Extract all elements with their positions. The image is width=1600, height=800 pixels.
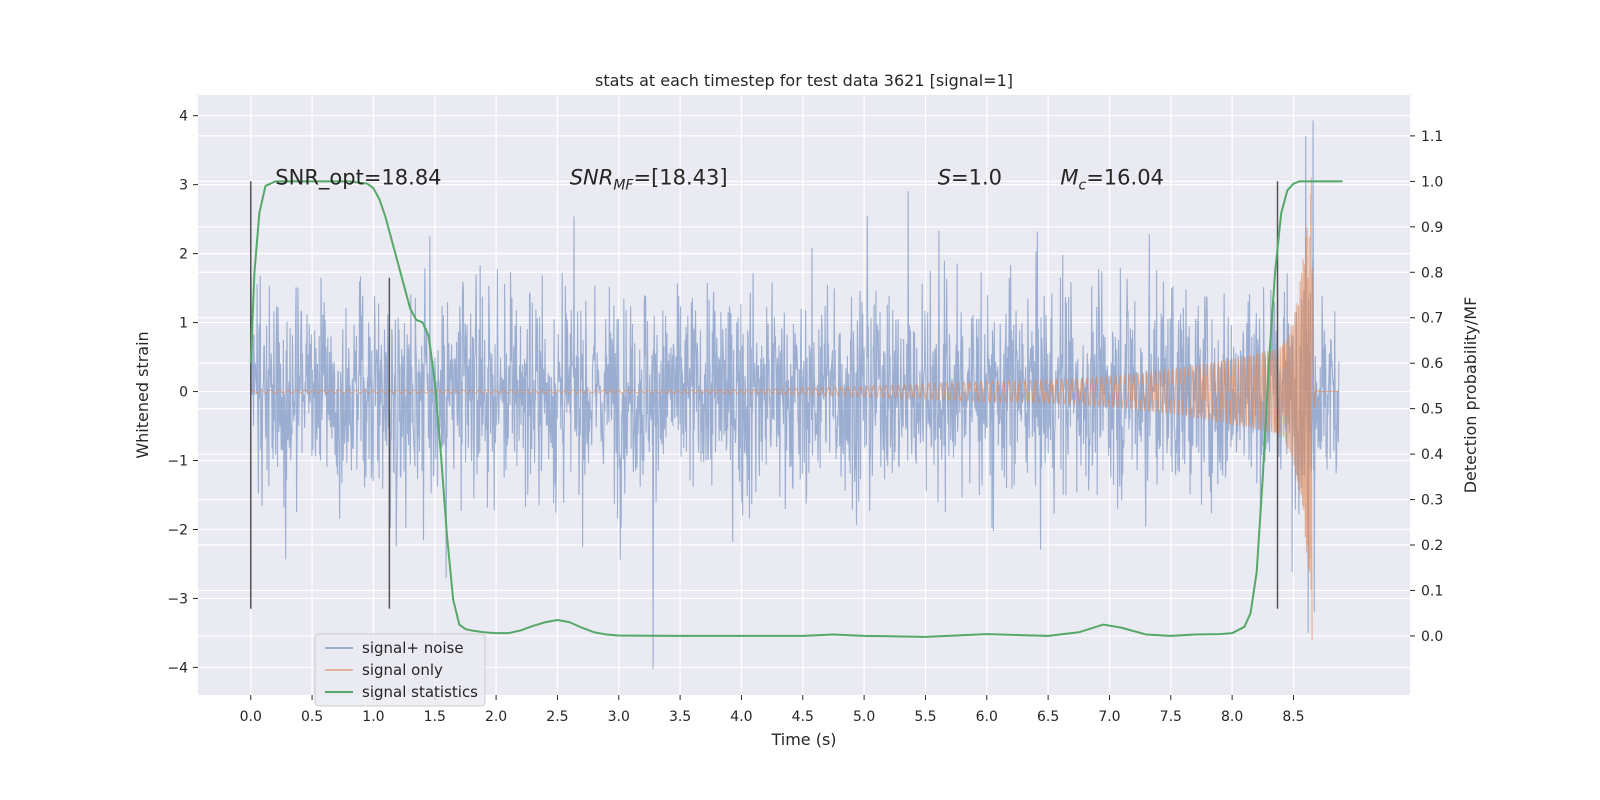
x-tick-label: 3.5 — [669, 709, 691, 725]
x-tick-label: 0.5 — [301, 709, 323, 725]
y2-tick-label: 0.2 — [1421, 538, 1443, 554]
y2-tick-label: 0.4 — [1421, 447, 1443, 463]
annotation-mc-value: Mc=16.04 — [1060, 166, 1164, 194]
annotations: SNR_opt=18.84 SNRMF=[18.43] S=1.0 Mc=16.04 — [275, 166, 1164, 194]
x-axis-label: Time (s) — [770, 730, 836, 749]
series-signal-noise — [250, 120, 1340, 669]
x-tick-label: 1.0 — [362, 709, 384, 725]
y-tick-label: 1 — [179, 316, 188, 332]
y2-tick-label: 0.1 — [1421, 583, 1443, 599]
x-tick-label: 8.0 — [1221, 709, 1243, 725]
x-tick-label: 4.0 — [730, 709, 752, 725]
x-tick-label: 6.0 — [976, 709, 998, 725]
legend: signal+ noise signal only signal statistic… — [314, 633, 486, 707]
legend-box — [314, 633, 486, 707]
statistics-line — [249, 180, 1343, 638]
legend-label: signal only — [362, 661, 443, 679]
y-tick-label: 0 — [179, 385, 188, 401]
y2-tick-label: 0.9 — [1421, 220, 1443, 236]
annotation-snr-mf: SNRMF=[18.43] — [570, 166, 728, 194]
y-tick-label: −2 — [167, 522, 188, 538]
y-tick-label: −1 — [167, 454, 188, 470]
y-tick-label: 4 — [179, 109, 188, 125]
y2-tick-label: 1.1 — [1421, 129, 1443, 145]
y2-axis-ticks: 0.0 0.1 0.2 0.3 0.4 0.5 0.6 0.7 0.8 0.9 1.0 1.1 — [1410, 129, 1443, 645]
legend-label: signal statistics — [362, 683, 478, 701]
legend-label: signal+ noise — [362, 639, 464, 657]
y2-tick-label: 0.3 — [1421, 493, 1443, 509]
x-tick-label: 8.5 — [1282, 709, 1304, 725]
chart-title: stats at each timestep for test data 362… — [595, 71, 1013, 90]
x-tick-label: 3.0 — [608, 709, 630, 725]
x-tick-label: 6.5 — [1037, 709, 1059, 725]
y2-axis-label: Detection probability/MF — [1461, 297, 1480, 494]
noise-trace — [250, 120, 1340, 669]
x-axis-ticks: 0.0 0.5 1.0 1.5 2.0 2.5 3.0 3.5 4.0 4.5 5.0 5.5 6.0 6… — [240, 695, 1305, 725]
x-tick-label: 5.0 — [853, 709, 875, 725]
x-tick-label: 7.5 — [1160, 709, 1182, 725]
signal-trace — [250, 177, 1339, 640]
series-signal-statistics — [249, 180, 1343, 638]
y-tick-label: 3 — [179, 178, 188, 194]
y-tick-label: 2 — [179, 247, 188, 263]
x-tick-label: 2.0 — [485, 709, 507, 725]
y-axis-label: Whitened strain — [133, 331, 152, 458]
y2-tick-label: 0.5 — [1421, 402, 1443, 418]
x-tick-label: 0.0 — [240, 709, 262, 725]
x-tick-label: 4.5 — [792, 709, 814, 725]
annotation-s-value: S=1.0 — [938, 166, 1002, 190]
y-tick-label: −4 — [167, 660, 188, 676]
y2-tick-label: 0.8 — [1421, 265, 1443, 281]
y2-tick-label: 0.6 — [1421, 356, 1443, 372]
y-axis-ticks: −4 −3 −2 −1 0 1 2 3 4 — [167, 109, 198, 676]
y-tick-label: −3 — [167, 591, 188, 607]
y2-tick-label: 1.0 — [1421, 174, 1443, 190]
y2-tick-label: 0.0 — [1421, 629, 1443, 645]
x-tick-label: 7.0 — [1098, 709, 1120, 725]
series-signal-only — [250, 177, 1339, 640]
x-tick-label: 2.5 — [546, 709, 568, 725]
x-tick-label: 1.5 — [424, 709, 446, 725]
annotation-snr-opt: SNR_opt=18.84 — [275, 166, 441, 191]
x-tick-label: 5.5 — [914, 709, 936, 725]
y2-tick-label: 0.7 — [1421, 311, 1443, 327]
